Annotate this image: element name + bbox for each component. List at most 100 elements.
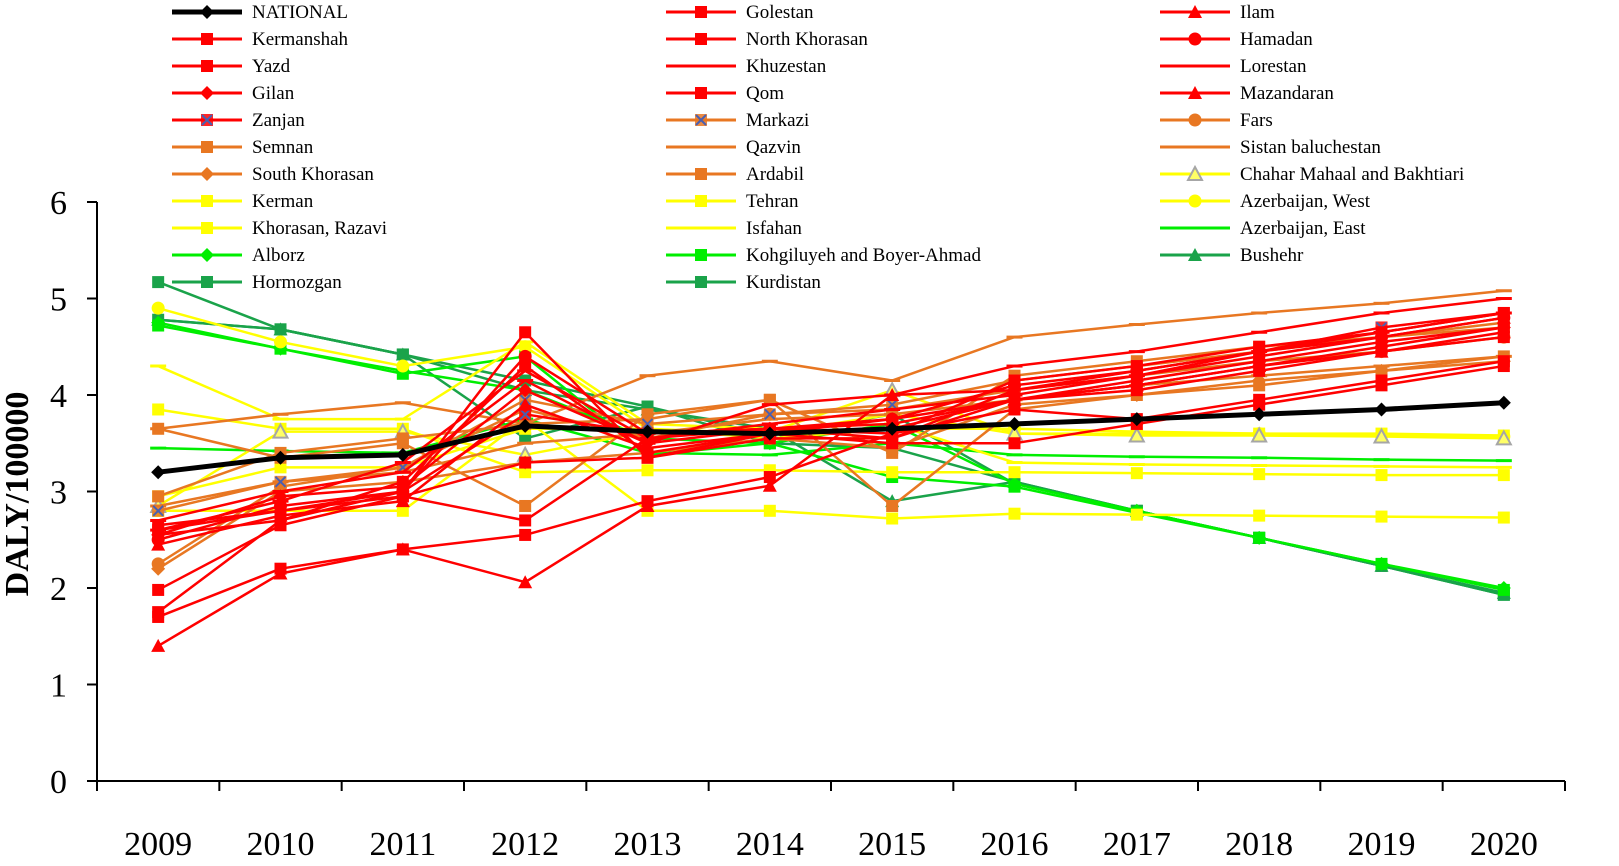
legend-label: Khuzestan [746, 56, 827, 77]
legend-marker [201, 195, 213, 207]
data-point [518, 349, 532, 363]
series-fars [151, 330, 1511, 571]
x-tick-label: 2015 [858, 826, 926, 863]
series-group [149, 276, 1513, 652]
x-tick-label: 2012 [491, 826, 559, 863]
data-point [762, 478, 777, 492]
marker-cross [695, 114, 707, 126]
legend-item: Bushehr [1160, 245, 1304, 266]
legend-marker [1188, 113, 1202, 127]
x-tick-label: 2011 [369, 826, 436, 863]
legend-marker [1188, 248, 1202, 261]
legend-item: Fars [1160, 110, 1273, 131]
series-lorestan [150, 297, 1512, 522]
legend-marker [201, 276, 213, 288]
data-point [151, 557, 165, 571]
data-point [271, 422, 290, 439]
legend-marker [201, 114, 213, 126]
data-point [396, 485, 409, 498]
legend-label: Azerbaijan, West [1240, 191, 1371, 212]
data-point [763, 408, 776, 421]
data-point [152, 504, 165, 517]
legend-marker [695, 195, 707, 207]
legend-marker [695, 6, 707, 18]
legend-label: Kermanshah [252, 29, 349, 50]
data-point [1252, 407, 1267, 422]
legend-item: South Khorasan [172, 164, 374, 185]
legend-item: Hamadan [1160, 29, 1313, 50]
data-point [518, 340, 532, 354]
legend-label: Mazandaran [1240, 83, 1334, 104]
data-point [1130, 467, 1143, 480]
series-line [158, 289, 1504, 431]
data-point [152, 524, 165, 537]
legend-item: Zanjan [172, 110, 305, 131]
data-point [886, 499, 899, 512]
data-point [640, 498, 655, 512]
series-line [158, 417, 1504, 462]
y-axis-label: DALY/100000 [0, 392, 36, 597]
data-point [396, 475, 409, 488]
legend-item: Gilan [172, 83, 295, 104]
x-tick-label: 2013 [614, 826, 682, 863]
legend-item: Golestan [666, 2, 814, 23]
legend-item: Yazd [172, 56, 291, 77]
legend-item: Kurdistan [666, 272, 821, 293]
legend-item: Semnan [172, 137, 314, 158]
legend-label: Kohgiluyeh and Boyer-Ahmad [746, 245, 981, 266]
x-tick-label: 2010 [247, 826, 315, 863]
legend-item: Azerbaijan, East [1160, 218, 1366, 239]
legend-label: Hormozgan [252, 272, 342, 293]
data-point [518, 575, 533, 589]
data-point [1253, 509, 1266, 522]
data-point [518, 397, 533, 411]
legend-marker [200, 167, 214, 181]
series-line [157, 364, 1505, 614]
data-point [763, 393, 776, 406]
legend-item: Mazandaran [1160, 83, 1334, 104]
legend-label: Tehran [746, 191, 799, 212]
x-tick-label: 2020 [1470, 826, 1538, 863]
data-point [274, 461, 287, 474]
x-tick-label: 2019 [1348, 826, 1416, 863]
legend-item: Kerman [172, 191, 314, 212]
data-point [885, 388, 900, 401]
y-tick-label: 4 [50, 378, 67, 415]
data-point [519, 514, 532, 527]
series-tehran [152, 413, 1510, 525]
legend-item: Kermanshah [172, 29, 349, 50]
legend-label: Semnan [252, 137, 314, 158]
data-point [151, 533, 165, 547]
series-line [157, 359, 1504, 570]
data-point [1374, 556, 1389, 571]
legend-item: Qom [666, 83, 784, 104]
data-point [273, 566, 288, 580]
x-tick-label: 2009 [124, 826, 192, 863]
series-line [157, 316, 1505, 647]
legend-marker [201, 33, 213, 45]
series-chahar-mahaal-and-bakhtiari [149, 381, 1513, 513]
data-point [152, 403, 165, 416]
data-point [1253, 393, 1266, 406]
legend-marker [1188, 5, 1202, 18]
data-point [763, 504, 776, 517]
data-point [1130, 360, 1143, 373]
data-point [1497, 331, 1510, 344]
legend-marker [1188, 86, 1202, 99]
data-point [1375, 510, 1388, 523]
marker-cross [519, 408, 531, 421]
legend-item: Qazvin [666, 137, 801, 158]
legend-marker [695, 33, 707, 45]
legend-marker [201, 141, 213, 153]
legend-marker [200, 86, 214, 100]
legend-item: Markazi [666, 110, 809, 131]
legend-label: Azerbaijan, East [1240, 218, 1366, 239]
series-line [158, 417, 1504, 520]
data-point [886, 446, 899, 459]
legend-label: Bushehr [1240, 245, 1304, 266]
data-point [886, 466, 899, 479]
legend-label: Chahar Mahaal and Bakhtiari [1240, 164, 1464, 185]
data-point [519, 466, 532, 479]
legend-marker [200, 5, 214, 19]
legend-label: Khorasan, Razavi [252, 218, 387, 239]
